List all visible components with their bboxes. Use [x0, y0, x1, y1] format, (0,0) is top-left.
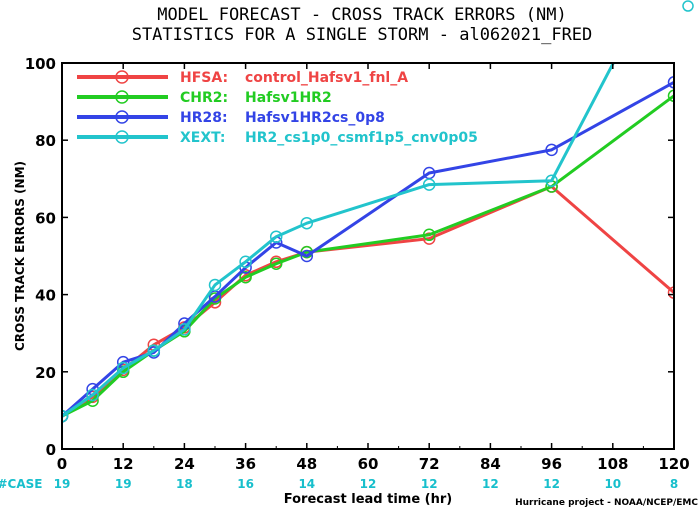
data-point	[208, 278, 222, 292]
series-xext	[62, 63, 615, 423]
case-count: 14	[298, 477, 315, 491]
y-tick-label: 80	[35, 132, 56, 150]
x-tick-label: 108	[597, 455, 628, 473]
data-point	[667, 76, 674, 89]
y-axis-label: CROSS TRACK ERRORS (NM)	[13, 161, 27, 351]
data-point	[545, 174, 558, 187]
data-point	[269, 257, 283, 270]
data-point	[667, 286, 674, 299]
series-hr28	[62, 76, 674, 423]
data-point	[269, 230, 283, 243]
y-tick-label: 60	[35, 209, 56, 227]
data-point	[116, 361, 130, 375]
legend-desc: Hafsv1HR2	[245, 90, 332, 106]
x-tick-label: 12	[113, 455, 134, 473]
series-hfsa	[62, 180, 674, 423]
legend-marker	[115, 70, 129, 84]
case-count: 19	[115, 477, 132, 491]
legend-name: XEXT:	[180, 130, 226, 146]
x-tick-label: 0	[57, 455, 67, 473]
x-tick-label: 72	[419, 455, 440, 473]
case-count: 18	[176, 477, 193, 491]
case-counts: 19 19 18 16 14 12 12 12 12 10 8	[54, 477, 679, 491]
legend-desc: HR2_cs1p0_csmf1p5_cnv0p05	[245, 130, 478, 146]
chart-title: MODEL FORECAST - CROSS TRACK ERRORS (NM)	[157, 5, 566, 25]
y-tick-label: 100	[25, 55, 56, 73]
case-count: 12	[360, 477, 377, 491]
data-point	[545, 143, 558, 157]
data-point	[239, 270, 252, 284]
case-count: 10	[604, 477, 621, 491]
plot-area	[62, 63, 674, 423]
data-point	[178, 323, 191, 336]
case-count: 19	[54, 477, 71, 491]
case-count: 12	[543, 477, 560, 491]
data-point	[422, 228, 436, 242]
data-point	[86, 388, 99, 402]
case-count: 8	[670, 477, 678, 491]
data-point	[239, 255, 252, 269]
series-line	[62, 63, 615, 418]
data-point	[422, 232, 436, 245]
data-point	[147, 344, 161, 357]
x-tick-label: 84	[480, 455, 501, 473]
case-count: 12	[421, 477, 438, 491]
chart-subtitle: STATISTICS FOR A SINGLE STORM - al062021…	[132, 25, 593, 45]
x-tick-label: 60	[358, 455, 379, 473]
legend-name: HFSA:	[180, 70, 228, 86]
x-tick-label: 120	[658, 455, 689, 473]
legend-name: HR28:	[180, 110, 228, 126]
y-tick-label: 20	[35, 364, 56, 382]
legend-desc: Hafsv1HR2cs_0p8	[245, 110, 385, 126]
axes: 0 12 24 36 48 60 72 84 96 108 120 0 20 40 60 80 100	[25, 55, 690, 473]
legend-marker	[115, 110, 129, 124]
series-line	[62, 185, 674, 418]
offscale-marker	[682, 0, 694, 12]
data-point	[62, 409, 69, 423]
legend-desc: control_Hafsv1_fnl_A	[245, 70, 408, 86]
legend: HFSA: control_Hafsv1_fnl_A CHR2: Hafsv1HR2 H…	[77, 70, 478, 146]
y-tick-label: 40	[35, 287, 56, 305]
data-point	[300, 249, 314, 263]
case-count: 16	[237, 477, 254, 491]
x-axis-label: Forecast lead time (hr)	[284, 492, 452, 507]
data-point	[422, 178, 436, 191]
case-label: #CASE	[0, 477, 43, 491]
x-tick-label: 24	[174, 455, 195, 473]
data-point	[667, 89, 674, 103]
x-tick-label: 96	[541, 455, 562, 473]
y-tick-label: 0	[46, 441, 56, 459]
legend-marker	[115, 130, 129, 144]
case-count: 12	[482, 477, 499, 491]
data-point	[300, 216, 314, 230]
legend-name: CHR2:	[180, 90, 228, 106]
legend-marker	[115, 90, 129, 104]
x-tick-label: 36	[235, 455, 256, 473]
series-line	[62, 94, 674, 418]
credit-text: Hurricane project - NOAA/NCEP/EMC	[515, 498, 698, 508]
x-tick-label: 48	[296, 455, 317, 473]
